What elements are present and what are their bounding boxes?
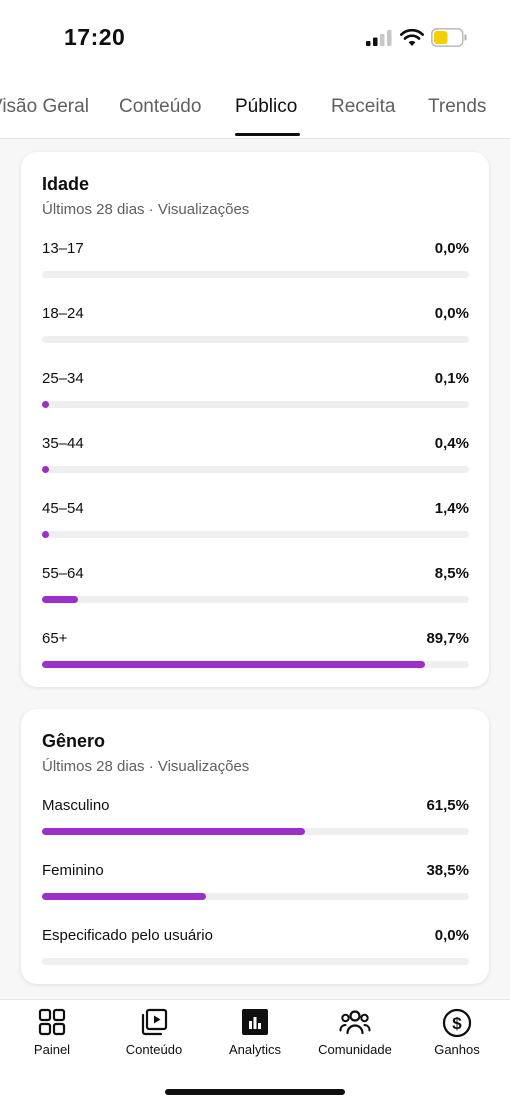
gender-row-track xyxy=(42,828,469,835)
age-card-title: Idade xyxy=(42,174,90,194)
active-tab-indicator xyxy=(235,133,300,136)
age-row-label: 55–64 xyxy=(42,565,84,582)
age-row: 55–64 8,5% xyxy=(42,565,469,609)
nav-community[interactable]: Comunidade xyxy=(305,1008,405,1068)
status-time: 17:20 xyxy=(64,24,126,50)
age-row-track xyxy=(42,596,469,603)
gender-row: Masculino 61,5% xyxy=(42,797,469,841)
age-card-subtitle: Últimos 28 dias · Visualizações xyxy=(42,201,250,218)
age-row: 13–17 0,0% xyxy=(42,240,469,284)
nav-content[interactable]: Conteúdo xyxy=(104,1008,204,1068)
age-row-value: 0,1% xyxy=(434,370,469,387)
age-row-value: 0,0% xyxy=(434,305,469,322)
gender-row-value: 38,5% xyxy=(426,862,469,879)
tab-overview[interactable]: Visão Geral xyxy=(0,96,89,117)
age-row-label: 25–34 xyxy=(42,370,84,387)
age-row: 18–24 0,0% xyxy=(42,305,469,349)
gender-row-label: Masculino xyxy=(42,797,110,814)
age-row-value: 1,4% xyxy=(434,500,469,517)
age-row-track xyxy=(42,531,469,538)
age-row-track xyxy=(42,661,469,668)
age-row: 25–34 0,1% xyxy=(42,370,469,414)
gender-row: Feminino 38,5% xyxy=(42,862,469,906)
nav-analytics[interactable]: Analytics xyxy=(205,1008,305,1068)
age-row-fill xyxy=(42,661,426,668)
gender-row-track xyxy=(42,958,469,965)
earnings-icon: $ xyxy=(442,1008,472,1038)
age-row-track xyxy=(42,271,469,278)
age-card: Idade Últimos 28 dias · Visualizações 13… xyxy=(21,152,489,687)
tab-content[interactable]: Conteúdo xyxy=(119,96,202,117)
gender-card-subtitle: Últimos 28 dias · Visualizações xyxy=(42,758,250,775)
bottom-nav: Painel Conteúdo Analytics Comunidade xyxy=(0,999,510,1106)
tab-trends[interactable]: Trends xyxy=(428,96,487,117)
gender-row-label: Feminino xyxy=(42,862,104,879)
analytics-icon xyxy=(242,1009,268,1035)
age-row-value: 0,0% xyxy=(434,240,469,257)
age-row-value: 89,7% xyxy=(426,630,469,647)
gender-row-value: 61,5% xyxy=(426,797,469,814)
analytics-tabs: Visão Geral Conteúdo Público Receita Tre… xyxy=(0,74,510,139)
age-row-track xyxy=(42,336,469,343)
status-bar: 17:20 xyxy=(0,0,510,74)
cellular-signal-icon xyxy=(366,30,392,46)
nav-community-label: Comunidade xyxy=(318,1042,392,1057)
svg-text:$: $ xyxy=(452,1014,462,1033)
community-icon xyxy=(339,1010,371,1035)
dashboard-icon xyxy=(38,1008,66,1036)
age-row-fill xyxy=(42,466,49,473)
age-row-track xyxy=(42,401,469,408)
age-row-label: 65+ xyxy=(42,630,68,647)
age-row-track xyxy=(42,466,469,473)
gender-card-title: Gênero xyxy=(42,731,106,751)
content-icon xyxy=(141,1008,168,1036)
gender-card: Gênero Últimos 28 dias · Visualizações M… xyxy=(21,709,489,984)
age-row-value: 0,4% xyxy=(434,435,469,452)
gender-row-label: Especificado pelo usuário xyxy=(42,927,213,944)
wifi-icon xyxy=(400,28,424,46)
age-row-label: 13–17 xyxy=(42,240,84,257)
age-row-fill xyxy=(42,531,49,538)
age-row-fill xyxy=(42,596,79,603)
age-row-label: 45–54 xyxy=(42,500,84,517)
battery-icon xyxy=(431,28,467,47)
tab-audience[interactable]: Público xyxy=(235,96,298,117)
gender-row: Especificado pelo usuário 0,0% xyxy=(42,927,469,971)
age-row: 45–54 1,4% xyxy=(42,500,469,544)
age-row-label: 35–44 xyxy=(42,435,84,452)
age-row-value: 8,5% xyxy=(434,565,469,582)
age-row: 65+ 89,7% xyxy=(42,630,469,674)
age-row: 35–44 0,4% xyxy=(42,435,469,479)
gender-row-value: 0,0% xyxy=(434,927,469,944)
nav-dashboard[interactable]: Painel xyxy=(2,1008,102,1068)
nav-content-label: Conteúdo xyxy=(125,1042,183,1057)
age-row-fill xyxy=(42,401,49,408)
nav-earnings-label: Ganhos xyxy=(434,1042,480,1057)
age-row-label: 18–24 xyxy=(42,305,84,322)
gender-row-fill xyxy=(42,828,305,835)
nav-analytics-label: Analytics xyxy=(228,1042,282,1057)
tab-revenue[interactable]: Receita xyxy=(331,96,396,117)
home-indicator xyxy=(165,1089,345,1095)
gender-row-fill xyxy=(42,893,207,900)
nav-earnings[interactable]: $ Ganhos xyxy=(407,1008,507,1068)
nav-dashboard-label: Painel xyxy=(33,1042,71,1057)
gender-row-track xyxy=(42,893,469,900)
